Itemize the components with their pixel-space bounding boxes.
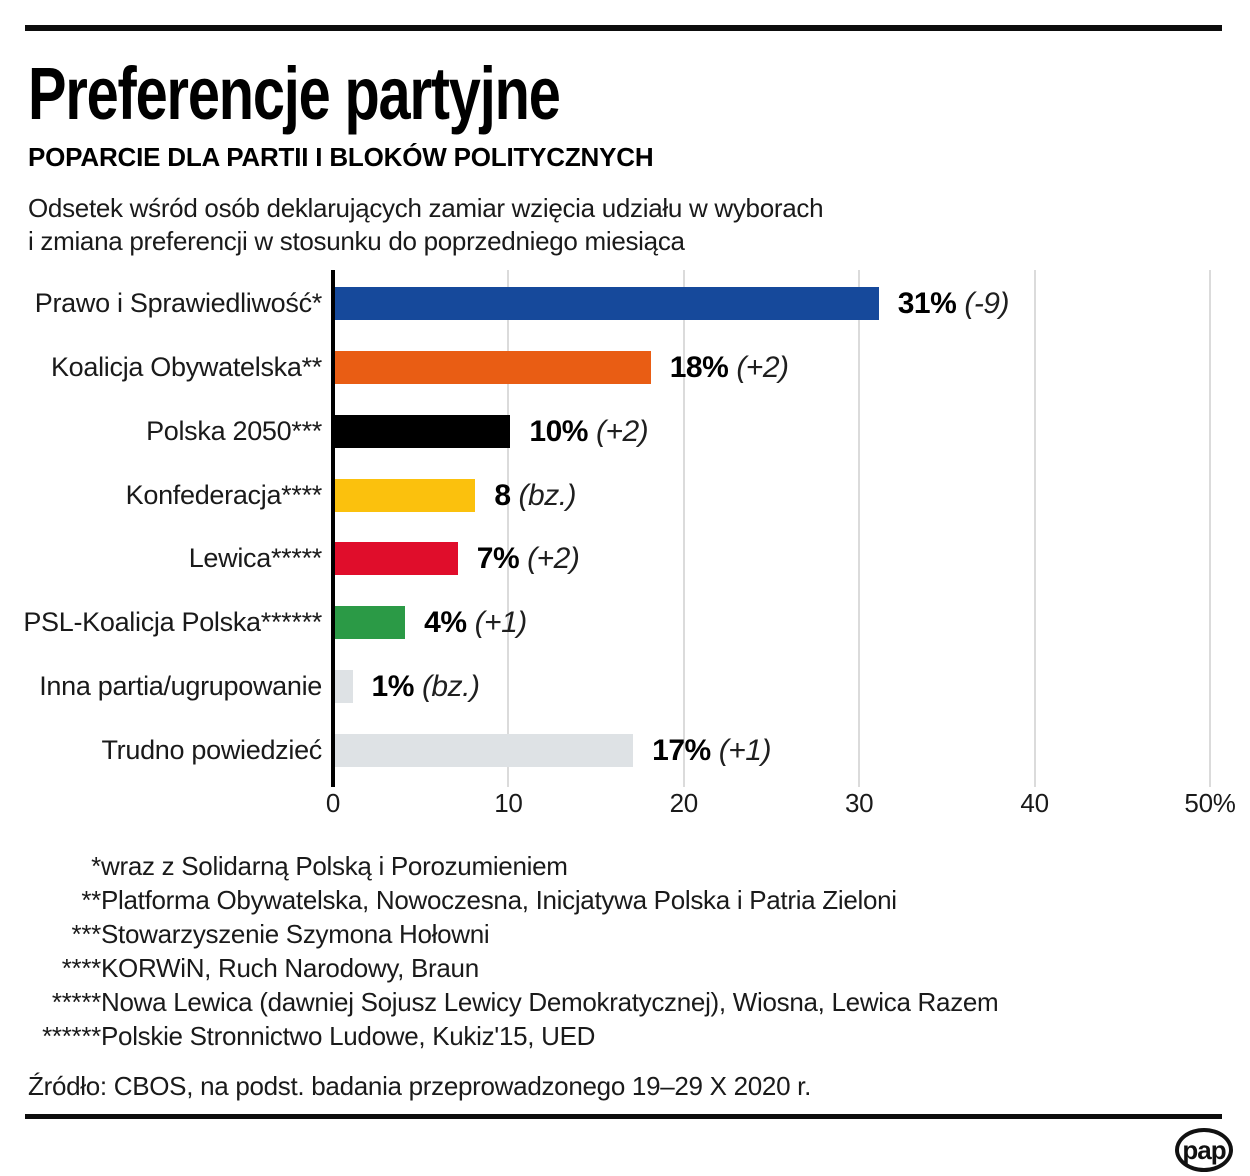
footnote-stars: * (91, 851, 101, 881)
footnote-line: *** Stowarzyszenie Szymona Hołowni (25, 917, 998, 951)
bar-label: Prawo i Sprawiedliwość* (34, 288, 323, 318)
gridline (682, 270, 685, 787)
x-axis-ticks: 0 10 20 30 40 50% (326, 788, 1236, 818)
chart-description-line1: Odsetek wśród osób deklarujących zamiar … (28, 193, 824, 223)
bar-label: Lewica***** (188, 543, 323, 574)
footnote-text: Stowarzyszenie Szymona Hołowni (101, 919, 490, 949)
y-axis-line (331, 270, 335, 787)
gridline (1209, 270, 1211, 787)
bar-change: (+2) (527, 542, 580, 576)
footnote-text: wraz z Solidarną Polską i Porozumieniem (101, 851, 568, 881)
x-tick-label: 40 (1020, 788, 1049, 818)
bottom-rule (25, 1114, 1222, 1119)
bar (335, 478, 476, 512)
bar-value: 4% (424, 606, 467, 640)
footnote-stars: ** (81, 885, 101, 915)
page-title: Preferencje partyjne (28, 52, 561, 135)
bar-change: (+1) (474, 606, 528, 640)
bar-value: 31% (897, 287, 957, 320)
footnote-line: **** KORWiN, Ruch Narodowy, Braun (25, 951, 998, 985)
bar (335, 414, 511, 448)
bar (335, 734, 634, 768)
chart-description: Odsetek wśród osób deklarujących zamiar … (28, 192, 824, 258)
bar (335, 670, 353, 704)
footnote-line: * wraz z Solidarną Polską i Porozumieniem (25, 849, 998, 883)
x-tick-label: 30 (845, 788, 874, 818)
bar-value: 1% (371, 670, 415, 704)
x-tick-label: 0 (325, 788, 341, 818)
bar-value: 8 (494, 478, 511, 512)
x-tick-label: 10 (494, 788, 523, 818)
footnote-stars: *** (71, 919, 102, 949)
bar-value-label: 17% (+1) (652, 734, 771, 767)
bar-label: Trudno powiedzieć (101, 735, 322, 766)
footnote-text: Platforma Obywatelska, Nowoczesna, Inicj… (101, 885, 897, 915)
bar-label: Inna partia/ugrupowanie (39, 671, 322, 702)
bar-change: (bz.) (421, 670, 480, 704)
bar-change: (-9) (964, 287, 1009, 320)
bar-value: 10% (529, 414, 588, 448)
bar (335, 287, 879, 320)
bar-value: 18% (669, 350, 729, 384)
bar-value-label: 4% (+1) (424, 606, 527, 639)
footnote-stars: **** (61, 953, 102, 983)
footnotes: * wraz z Solidarną Polską i Porozumieniem… (25, 849, 999, 1053)
pap-logo: pap (1175, 1128, 1233, 1172)
x-tick-label: 50% (1184, 788, 1236, 818)
plot-area: 31% (-9) 18% (+2) 10% (+2) 8 (bz.) 7% (+2) 4%… (331, 270, 1211, 787)
category-labels: Prawo i Sprawiedliwość* Koalicja Obywatel… (0, 270, 333, 787)
footnote-line: ** Platforma Obywatelska, Nowoczesna, Ini… (25, 883, 998, 917)
bar (335, 350, 651, 384)
footnote-stars: ****** (42, 1021, 101, 1051)
gridline (507, 270, 510, 787)
bar-label: Konfederacja**** (125, 479, 323, 510)
bar-value-label: 1% (bz.) (372, 670, 480, 703)
chart-description-line2: i zmiana preferencji w stosunku do poprz… (28, 226, 685, 256)
bar-label: Koalicja Obywatelska** (50, 351, 322, 382)
bar-label: PSL-Koalicja Polska****** (23, 607, 322, 638)
bar-change: (+2) (595, 414, 649, 448)
footnote-line: ****** Polskie Stronnictwo Ludowe, Kukiz'… (25, 1019, 998, 1053)
x-tick-label: 20 (669, 788, 699, 818)
pap-logo-text: pap (1182, 1134, 1226, 1165)
bar-change: (+1) (718, 734, 772, 768)
bar-value-label: 8 (bz.) (494, 479, 576, 512)
bar-value-label: 7% (+2) (477, 542, 580, 575)
bar-change: (bz.) (518, 478, 577, 512)
bar-change: (+2) (736, 350, 789, 384)
footnote-text: KORWiN, Ruch Narodowy, Braun (101, 953, 479, 983)
bar-value: 17% (652, 734, 711, 768)
footnote-line: ***** Nowa Lewica (dawniej Sojusz Lewicy … (25, 985, 999, 1019)
source-note: Źródło: CBOS, na podst. badania przeprow… (28, 1071, 812, 1101)
footnote-text: Polskie Stronnictwo Ludowe, Kukiz'15, UE… (101, 1021, 596, 1051)
bar (335, 542, 458, 576)
chart-subtitle: POPARCIE DLA PARTII I BLOKÓW POLITYCZNYC… (28, 142, 654, 172)
bar-value-label: 31% (-9) (897, 287, 1010, 320)
bar-value-label: 18% (+2) (670, 351, 789, 384)
bar-label: Polska 2050*** (146, 415, 322, 446)
bar-value: 7% (476, 542, 520, 576)
bar (335, 606, 406, 640)
footnote-text: Nowa Lewica (dawniej Sojusz Lewicy Demok… (101, 987, 999, 1017)
gridline (1033, 270, 1036, 787)
footnote-stars: ***** (51, 987, 101, 1017)
bar-value-label: 10% (+2) (529, 415, 648, 448)
top-rule (25, 25, 1222, 31)
gridline (858, 270, 861, 787)
